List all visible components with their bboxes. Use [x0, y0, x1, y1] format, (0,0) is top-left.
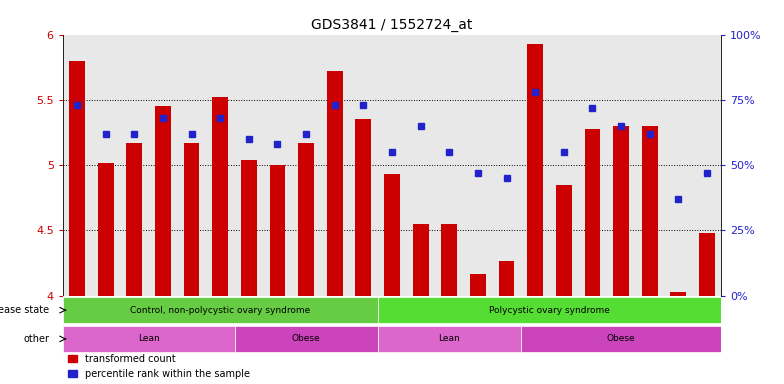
Text: Lean: Lean	[138, 334, 159, 343]
Bar	[155, 106, 171, 296]
Bar	[378, 297, 721, 323]
Text: Polycystic ovary syndrome: Polycystic ovary syndrome	[489, 306, 610, 314]
Bar	[234, 326, 378, 352]
Bar	[585, 129, 601, 296]
Text: Lean: Lean	[438, 334, 460, 343]
Text: Obese: Obese	[292, 334, 321, 343]
Bar	[412, 224, 429, 296]
Bar	[441, 224, 457, 296]
Bar	[556, 185, 572, 296]
Bar	[355, 119, 372, 296]
Bar	[699, 233, 715, 296]
Bar	[470, 274, 486, 296]
Bar	[212, 97, 228, 296]
Bar	[528, 44, 543, 296]
Bar	[499, 260, 514, 296]
Bar	[241, 160, 256, 296]
Legend: transformed count, percentile rank within the sample: transformed count, percentile rank withi…	[67, 354, 250, 379]
Text: Obese: Obese	[607, 334, 635, 343]
Text: Control, non-polycystic ovary syndrome: Control, non-polycystic ovary syndrome	[130, 306, 310, 314]
Bar	[183, 143, 199, 296]
Bar	[378, 326, 521, 352]
Text: disease state: disease state	[0, 305, 49, 315]
Bar	[327, 71, 343, 296]
Bar	[670, 292, 686, 296]
Bar	[613, 126, 629, 296]
Bar	[384, 174, 400, 296]
Bar	[521, 326, 721, 352]
Bar	[270, 165, 285, 296]
Bar	[63, 297, 378, 323]
Bar	[63, 326, 234, 352]
Title: GDS3841 / 1552724_at: GDS3841 / 1552724_at	[311, 18, 473, 32]
Bar	[126, 143, 142, 296]
Bar	[642, 126, 658, 296]
Bar	[98, 162, 114, 296]
Bar	[298, 143, 314, 296]
Bar	[69, 61, 85, 296]
Text: other: other	[24, 334, 49, 344]
